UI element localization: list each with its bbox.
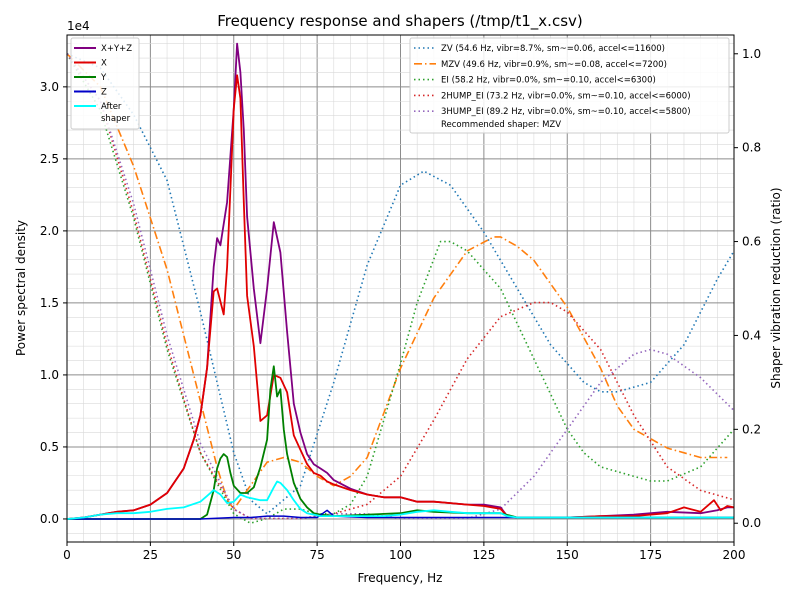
shaper-line-mzv: [66, 53, 728, 510]
shaper-legend: Recommended shaper: MZV ZV (54.6 Hz, vib…: [409, 37, 730, 134]
psd-legend-label: Z: [101, 88, 107, 98]
axis-ticks: 0 25 50 75 100 125 150 175 200 0.0 0.5 1.0 1.5 2.0 2.5…: [40, 47, 761, 562]
shaper-legend-label: 2HUMP_EI (73.2 Hz, vibr=0.0%, sm~=0.10, …: [441, 91, 691, 101]
shaper-curves: [66, 53, 735, 524]
chart-title: Frequency response and shapers (/tmp/t1_…: [217, 12, 583, 31]
left-y-tick-label: 1.5: [40, 296, 59, 310]
shaper-line-ei: [66, 53, 735, 524]
psd-legend-label: X: [101, 59, 107, 69]
left-y-tick-label: 1.0: [40, 368, 59, 382]
left-y-tick-label: 2.5: [40, 152, 59, 166]
psd-legend: X+Y+Z XYZ After shaper: [70, 37, 140, 130]
psd-legend-label: After: [101, 102, 122, 112]
x-tick-label: 75: [309, 548, 324, 562]
left-y-axis-label: Power spectral density: [14, 220, 28, 356]
x-axis-label: Frequency, Hz: [358, 571, 443, 585]
left-axis-scale-label: 1e4: [67, 19, 90, 33]
psd-line-x: [66, 74, 735, 520]
right-y-tick-label: 0.0: [742, 516, 761, 530]
shaper-legend-box: [409, 37, 730, 134]
shaper-line-3hump-ei: [66, 53, 735, 520]
psd-line-after: [66, 480, 734, 520]
x-tick-label: 100: [389, 548, 412, 562]
right-y-axis-label: Shaper vibration reduction (ratio): [769, 187, 783, 388]
shaper-legend-label: EI (58.2 Hz, vibr=0.0%, sm~=0.10, accel<…: [441, 76, 656, 86]
psd-line-y: [67, 365, 734, 520]
right-y-tick-label: 0.8: [742, 141, 761, 155]
psd-line-z: [67, 509, 734, 520]
recommended-shaper-text: Recommended shaper: MZV: [441, 120, 561, 130]
psd-curves: [66, 42, 735, 520]
left-y-tick-label: 3.0: [40, 80, 59, 94]
x-tick-label: 125: [472, 548, 495, 562]
shaper-legend-label: ZV (54.6 Hz, vibr=8.7%, sm~=0.06, accel<…: [441, 44, 665, 54]
x-tick-label: 0: [63, 548, 71, 562]
x-tick-label: 25: [143, 548, 158, 562]
psd-legend-label: Y: [100, 73, 107, 83]
left-y-tick-label: 0.5: [40, 440, 59, 454]
x-tick-label: 200: [723, 548, 746, 562]
right-y-tick-label: 0.4: [742, 328, 761, 342]
shaper-legend-label: MZV (49.6 Hz, vibr=0.9%, sm~=0.08, accel…: [441, 60, 667, 70]
x-tick-label: 150: [556, 548, 579, 562]
shaper-legend-label: 3HUMP_EI (89.2 Hz, vibr=0.0%, sm~=0.10, …: [441, 107, 691, 117]
x-tick-label: 175: [639, 548, 662, 562]
x-tick-label: 50: [226, 548, 241, 562]
left-y-tick-label: 0.0: [40, 512, 59, 526]
right-y-tick-label: 1.0: [742, 47, 761, 61]
right-y-tick-label: 0.2: [742, 422, 761, 436]
right-y-tick-label: 0.6: [742, 235, 761, 249]
psd-legend-label-line2: shaper: [101, 114, 131, 124]
psd-legend-label: X+Y+Z: [101, 44, 132, 54]
left-y-tick-label: 2.0: [40, 224, 59, 238]
